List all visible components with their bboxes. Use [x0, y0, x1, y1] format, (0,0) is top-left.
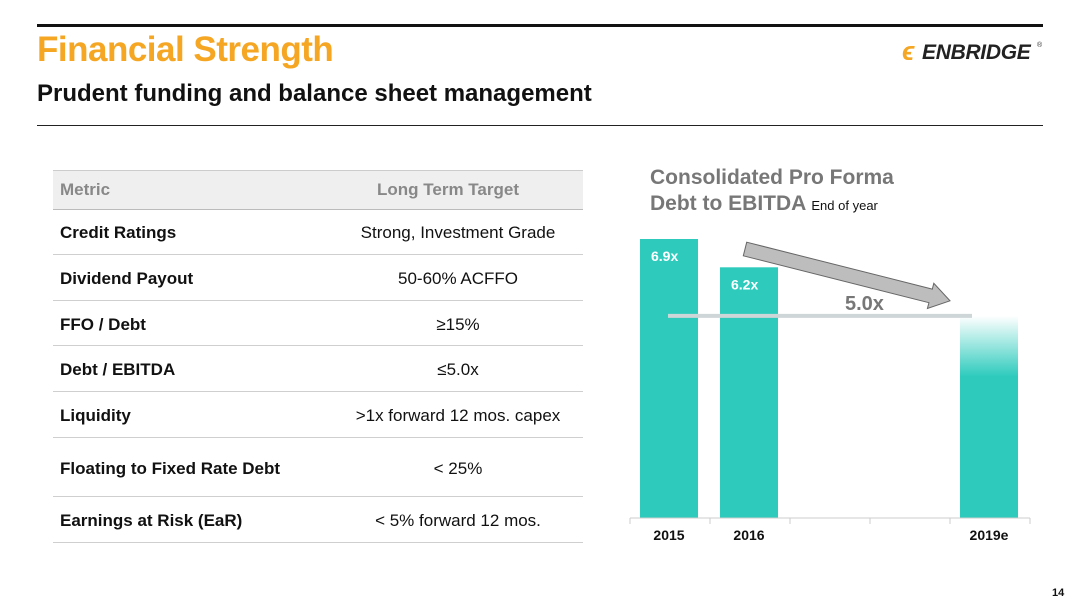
page-number: 14 [1052, 587, 1065, 599]
col-header-target: Long Term Target [377, 180, 519, 199]
col-header-metric: Metric [60, 180, 111, 199]
row-target: < 25% [433, 459, 483, 478]
table-row: Floating to Fixed Rate Debt < 25% [53, 438, 583, 497]
table-row: Liquidity >1x forward 12 mos. capex [53, 392, 583, 438]
targets-table: Metric Long Term Target Credit Ratings S… [53, 170, 583, 543]
debt-ebitda-chart: 6.9x 6.2x 5.0x 2015 2016 2019e [629, 239, 1031, 543]
top-rule [37, 24, 1043, 27]
row-metric: Dividend Payout [60, 269, 194, 288]
x-tick-label: 2019e [970, 527, 1009, 543]
row-metric: Floating to Fixed Rate Debt [60, 459, 281, 478]
row-target: Strong, Investment Grade [360, 223, 556, 242]
flame-icon: ϵ [902, 36, 915, 66]
row-metric: Earnings at Risk (EaR) [60, 511, 243, 530]
table-row: Credit Ratings Strong, Investment Grade [53, 210, 583, 255]
table-header: Metric Long Term Target [53, 170, 583, 210]
enbridge-logo: ϵ ENBRIDGE ® [902, 34, 1042, 70]
bar-2019e [960, 315, 1018, 518]
bar-2016 [720, 267, 778, 518]
row-target: ≥15% [436, 315, 480, 334]
subtitle-rule [37, 125, 1043, 126]
table-row: Dividend Payout 50-60% ACFFO [53, 255, 583, 301]
row-target: >1x forward 12 mos. capex [355, 406, 561, 425]
trend-arrow-icon [742, 241, 951, 310]
table-row: Earnings at Risk (EaR) < 5% forward 12 m… [53, 497, 583, 543]
bar-data-label: 6.2x [731, 276, 758, 292]
row-target: ≤5.0x [437, 360, 479, 379]
bar-data-label: 6.9x [651, 248, 678, 264]
row-metric: Debt / EBITDA [60, 360, 176, 379]
target-line-label: 5.0x [845, 293, 884, 315]
row-metric: FFO / Debt [60, 315, 146, 334]
chart-title-note: End of year [811, 198, 878, 213]
chart-title-line1: Consolidated Pro Forma [650, 166, 894, 189]
page-subtitle: Prudent funding and balance sheet manage… [37, 80, 592, 107]
trademark-mark: ® [1037, 42, 1043, 49]
chart-title-line2: Debt to EBITDA [650, 192, 806, 215]
bar-2015 [640, 239, 698, 518]
table-row: Debt / EBITDA ≤5.0x [53, 346, 583, 392]
logo-wordmark: ENBRIDGE [922, 41, 1031, 64]
row-target: < 5% forward 12 mos. [375, 511, 541, 530]
x-tick-label: 2016 [733, 527, 764, 543]
row-metric: Liquidity [60, 406, 131, 425]
table-row: FFO / Debt ≥15% [53, 301, 583, 346]
page-title: Financial Strength [37, 30, 334, 69]
chart-title: Consolidated Pro Forma Debt to EBITDA En… [650, 165, 894, 219]
row-metric: Credit Ratings [60, 223, 177, 242]
row-target: 50-60% ACFFO [398, 269, 518, 288]
x-tick-label: 2015 [653, 527, 684, 543]
